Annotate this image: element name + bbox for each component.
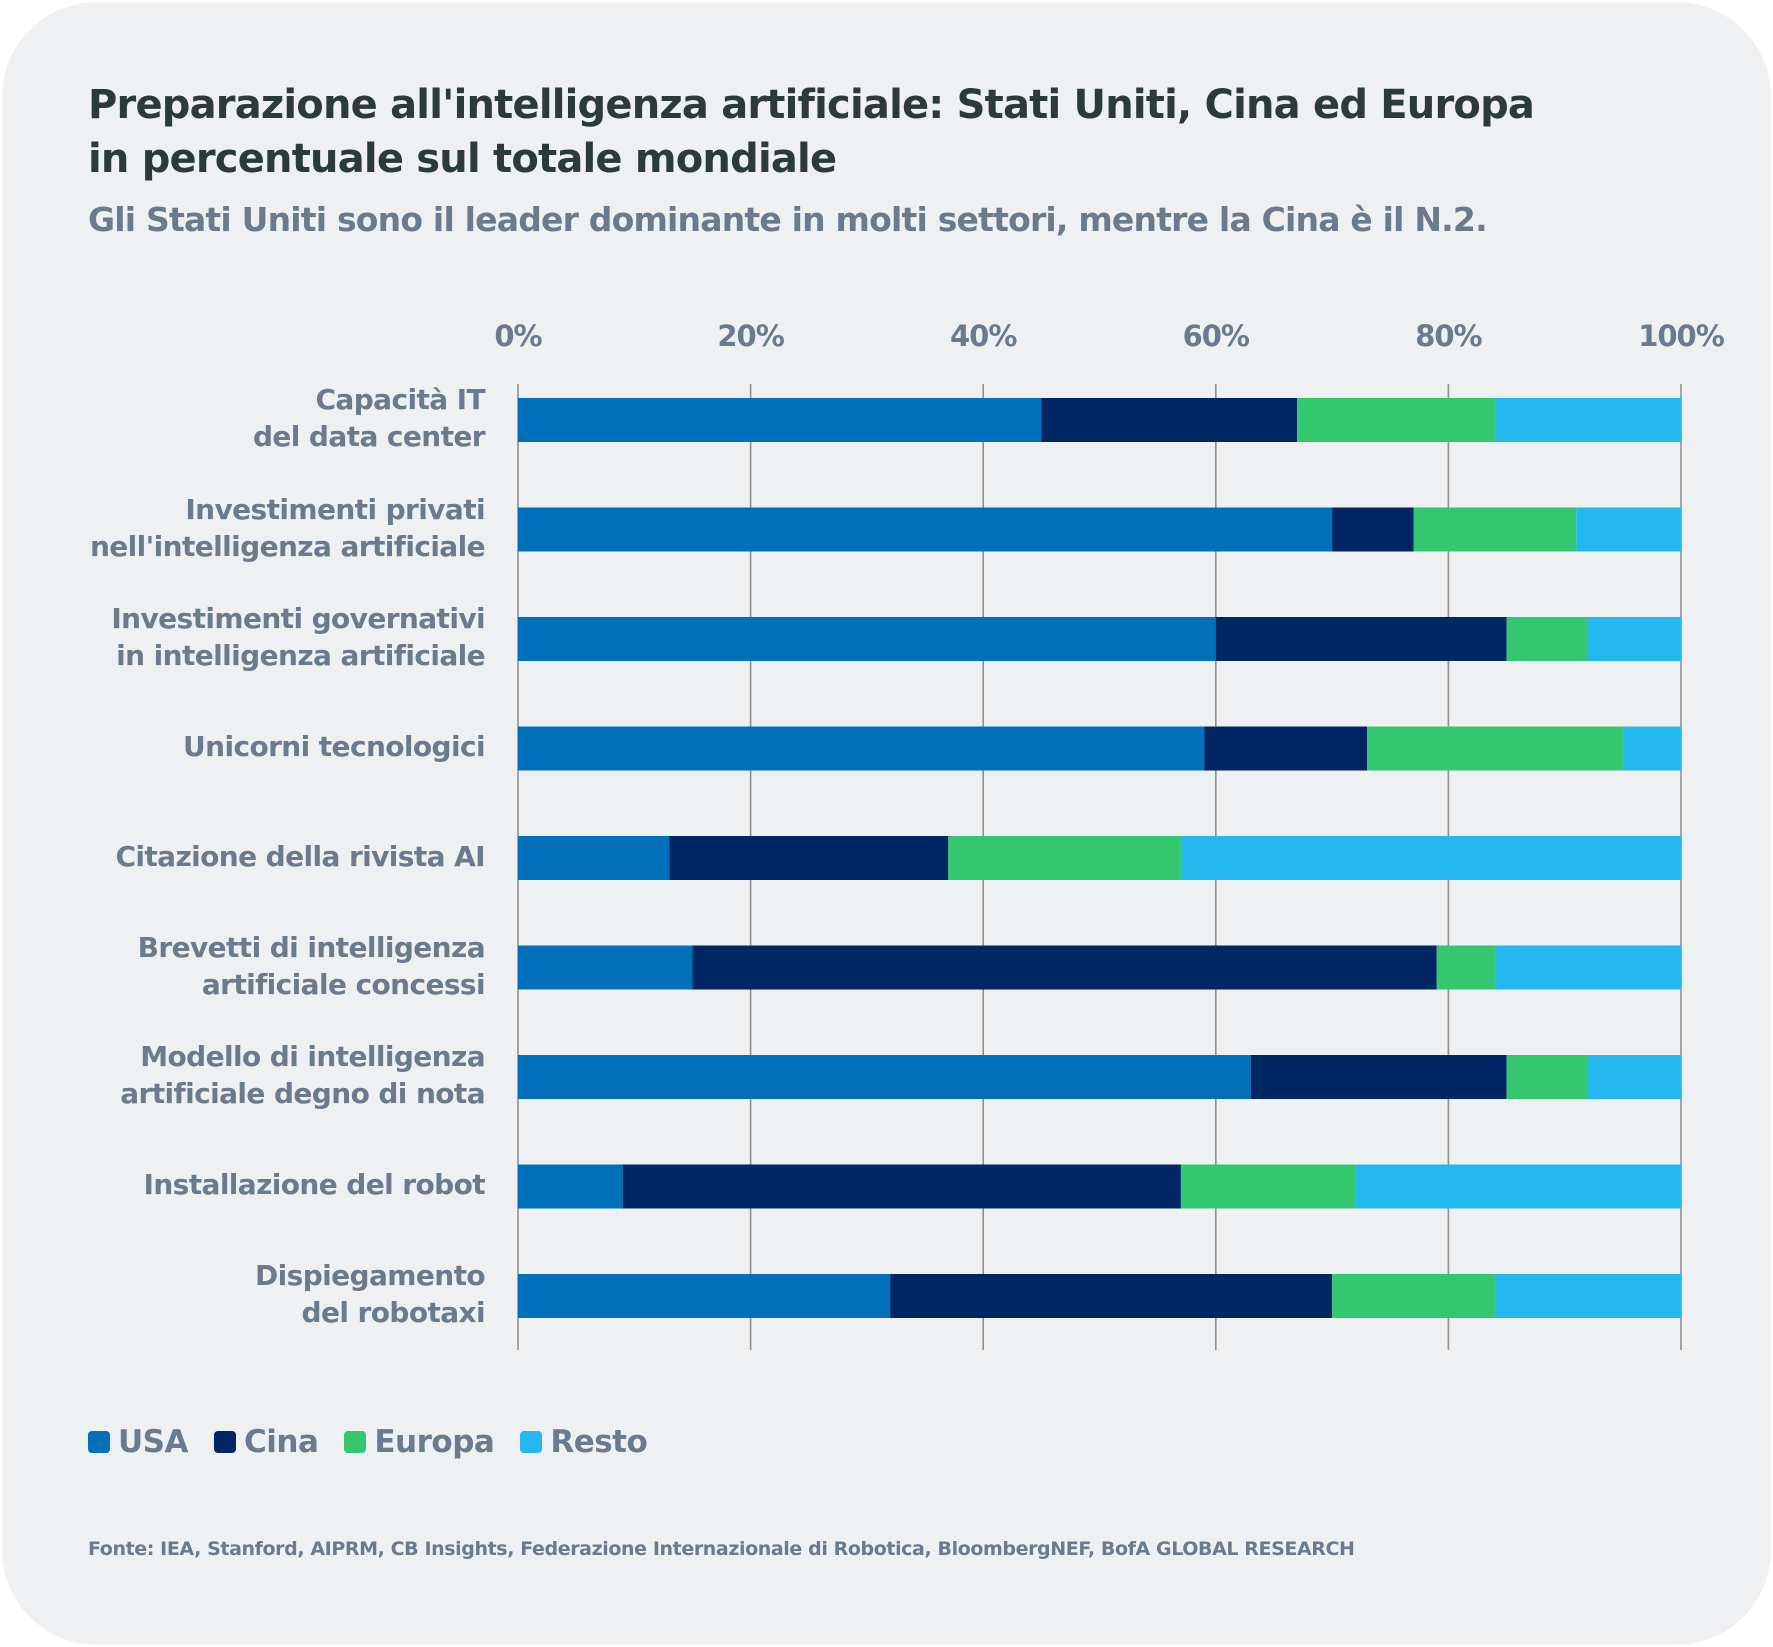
x-tick-label: 80% [1415,319,1482,353]
bar-group [518,617,1681,661]
bar-group [518,398,1681,442]
bar-segment-resto [1494,398,1681,442]
x-tick-label: 40% [950,319,1017,353]
bar-segment-usa [518,1055,1251,1099]
legend-swatch-icon [344,1431,367,1453]
bar-segment-cina [1250,1055,1507,1099]
bar-segment-cina [622,1164,1181,1209]
x-tick-label: 60% [1183,319,1250,353]
x-tick-label: 0% [494,319,542,353]
bar-segment-usa [518,617,1216,661]
bar-segment-cina [669,836,949,880]
legend-swatch-icon [214,1431,236,1453]
category-label: Unicorni tecnologici [182,730,486,763]
legend-label: Resto [550,1424,648,1460]
bar-segment-europa [1436,945,1495,990]
chart-title-line1: Preparazione all'intelligenza artificial… [88,82,1535,128]
bar-segment-resto [1622,726,1681,771]
bar-segment-cina [1041,398,1298,442]
bar-segment-resto [1587,1055,1681,1099]
bar-segment-resto [1494,1274,1681,1318]
chart-title: Preparazione all'intelligenza artificial… [88,78,1688,186]
legend-item-resto: Resto [520,1424,648,1460]
bar-segment-europa [1506,1055,1588,1099]
source-note: Fonte: IEA, Stanford, AIPRM, CB Insights… [88,1538,1355,1560]
bar-segment-cina [1204,726,1367,771]
category-label: Citazione della rivista AI [115,839,485,873]
bar-segment-europa [1506,617,1588,661]
bar-segment-cina [692,945,1437,990]
chart-title-line2: in percentuale sul totale mondiale [88,136,837,182]
bars [518,398,1681,1318]
bar-group [518,507,1681,552]
x-tick-label: 100% [1638,319,1725,353]
x-axis-ticks: 0% 20% 40% 60% 80% 100% [494,319,1725,353]
bar-segment-resto [1576,507,1681,552]
legend-item-cina: Cina [214,1424,319,1460]
bar-segment-europa [1413,507,1577,552]
legend-label: USA [118,1424,189,1460]
x-tick-label: 20% [717,319,784,353]
legend-item-usa: USA [88,1424,189,1460]
bar-group [518,945,1681,990]
bar-group [518,1274,1681,1318]
category-label: Installazione del robot [143,1168,486,1201]
category-label: Modello di intelligenza artificiale degn… [120,1040,485,1110]
bar-segment-usa [518,1164,623,1209]
bar-segment-usa [518,398,1042,442]
legend-item-europa: Europa [344,1424,495,1460]
bar-segment-europa [1297,398,1495,442]
legend-swatch-icon [520,1431,543,1453]
bar-group [518,1164,1681,1209]
bar-segment-cina [1332,507,1414,552]
bar-segment-europa [1366,726,1623,771]
category-label: Brevetti di intelligenza artificiale con… [137,930,486,1001]
bar-segment-europa [1180,1164,1356,1209]
bar-segment-usa [518,836,670,880]
bar-segment-resto [1180,836,1681,880]
bar-segment-usa [518,726,1205,771]
category-label: Investimenti governativi in intelligenza… [111,602,485,672]
category-label: Dispiegamento del robotaxi [255,1259,486,1329]
bar-segment-usa [518,1274,891,1318]
legend-label: Europa [374,1424,495,1460]
bar-segment-usa [518,507,1333,552]
legend-swatch-icon [88,1431,110,1453]
legend-label: Cina [244,1424,319,1460]
bar-segment-resto [1494,945,1681,990]
category-label: Capacità IT del data center [252,383,486,453]
category-label: Investimenti privati nell'intelligenza a… [89,492,486,563]
bar-segment-europa [1332,1274,1495,1318]
bar-group [518,726,1681,771]
bar-segment-europa [948,836,1181,880]
bar-segment-cina [890,1274,1333,1318]
bar-segment-resto [1587,617,1681,661]
bar-segment-cina [1215,617,1507,661]
bar-segment-usa [518,945,693,990]
bar-group [518,836,1681,880]
bar-segment-resto [1355,1164,1681,1209]
bar-group [518,1055,1681,1099]
legend: USA Cina Europa Resto [88,1424,648,1460]
chart-subtitle: Gli Stati Uniti sono il leader dominante… [88,200,1488,239]
